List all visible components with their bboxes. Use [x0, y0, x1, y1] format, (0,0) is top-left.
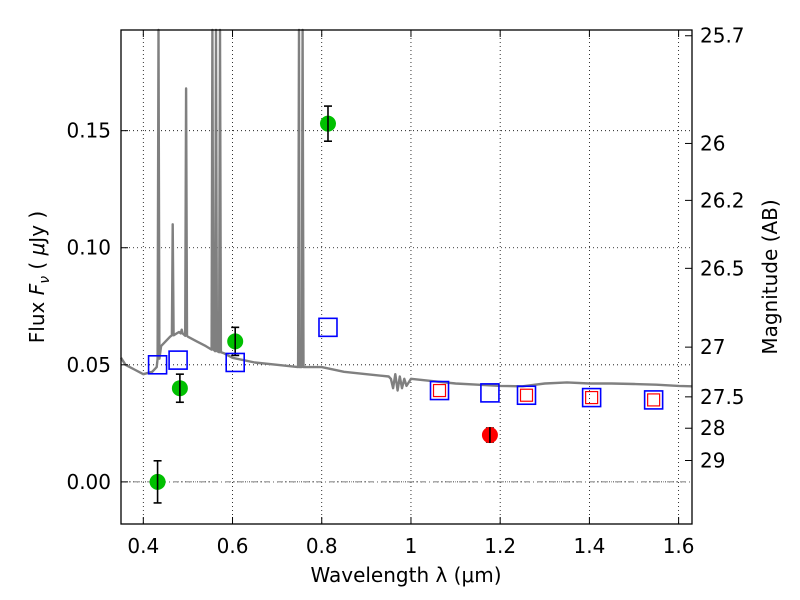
model-point [168, 350, 188, 370]
y2-axis-label: Magnitude (AB) [758, 199, 782, 354]
magnitude-axis-ticks: 25.7 26 26.2 26.5 27 27.5 28 29 [685, 24, 745, 473]
model-point [225, 352, 245, 373]
x-tick-label: 0.8 [306, 534, 338, 558]
photometry-points [147, 105, 664, 504]
model-point [480, 383, 500, 403]
x-tick-label: 0.4 [127, 534, 159, 558]
model-point [429, 380, 450, 401]
filter-model-point [432, 383, 447, 398]
model-point [147, 354, 168, 375]
model-point [318, 317, 338, 338]
y-tick-label: 0.10 [66, 236, 111, 260]
y-tick-label: 0.00 [66, 470, 111, 494]
y-tick-label: 0.05 [66, 353, 111, 377]
filter-model-point [647, 393, 661, 407]
plot-frame [120, 29, 693, 525]
mag-tick-label: 26 [700, 131, 725, 155]
x-axis-label: Wavelength λ (μm) [310, 563, 501, 587]
x-tick-label: 1.2 [484, 534, 516, 558]
mag-tick-label: 28 [700, 416, 725, 440]
y-axis-label: Flux Fν ( μJy ) [25, 211, 53, 343]
x-tick-label: 1.4 [573, 534, 605, 558]
mag-tick-label: 27 [700, 335, 725, 359]
mag-tick-label: 27.5 [700, 385, 745, 409]
filter-model-point [585, 390, 599, 405]
sed-line [119, 28, 693, 392]
filter-model-point [519, 388, 534, 402]
model-point [581, 387, 602, 408]
mag-tick-label: 29 [700, 449, 725, 473]
y-axis-ticks: 0.00 0.05 0.10 0.15 [66, 119, 128, 494]
model-point [516, 385, 537, 406]
x-tick-label: 1.6 [663, 534, 695, 558]
x-tick-label: 0.6 [217, 534, 249, 558]
x-axis-ticks: 0.4 0.6 0.8 1 1.2 1.4 1.6 [127, 30, 695, 558]
grid-lines [121, 30, 692, 524]
sed-model-spectrum [119, 28, 693, 392]
mag-tick-label: 25.7 [700, 24, 745, 48]
model-point [643, 390, 664, 410]
y-tick-label: 0.15 [66, 119, 111, 143]
x-tick-label: 1 [405, 534, 418, 558]
mag-tick-label: 26.5 [700, 256, 745, 280]
mag-tick-label: 26.2 [700, 188, 745, 212]
